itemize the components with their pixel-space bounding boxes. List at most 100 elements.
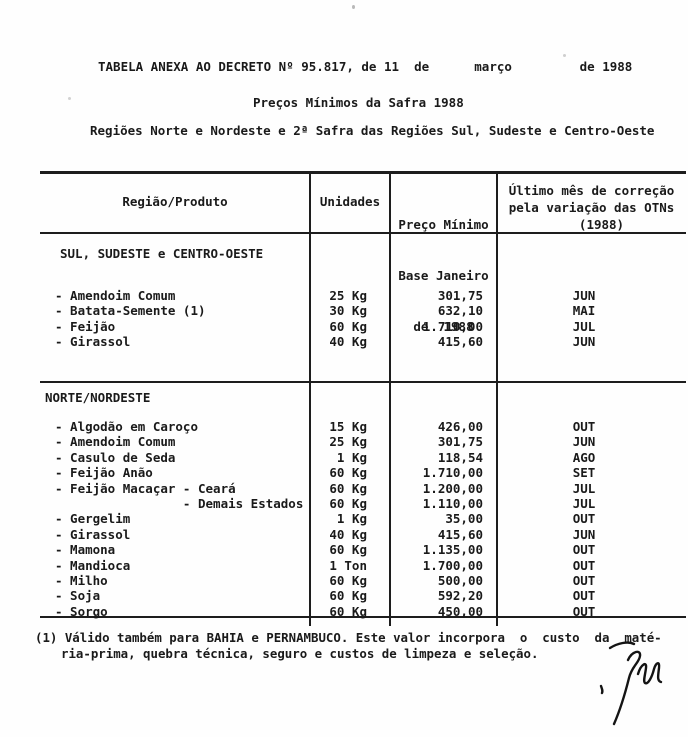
price-cell: 415,60: [437, 526, 483, 542]
product-cell: - Casulo de Seda: [55, 449, 176, 465]
product-cell: - Girassol: [55, 526, 131, 542]
handwritten-signature: [599, 641, 663, 726]
price-cell: 118,54: [437, 449, 483, 465]
product-cell: - Feijão Anão: [55, 465, 153, 481]
table-row: - Girassol 40 Kg 415,60 JUN: [40, 527, 686, 542]
price-cell: 1.110,00: [422, 495, 483, 511]
month-cell: JUN: [572, 288, 596, 303]
unit-cell: 60 Kg: [329, 465, 367, 481]
table-row: - Amendoim Comum 25 Kg 301,75 JUN: [40, 434, 686, 449]
price-cell: 1.710,00: [422, 318, 483, 334]
table-row: - Casulo de Seda 1 Kg 118,54 AGO: [40, 450, 686, 465]
unit-cell: 25 Kg: [329, 434, 367, 450]
table-row: - Mandioca 1 Ton 1.700,00 OUT: [40, 558, 686, 573]
price-cell: 1.135,00: [422, 542, 483, 558]
price-cell: 426,00: [437, 419, 483, 434]
price-cell: 592,20: [437, 588, 483, 604]
price-cell: 301,75: [437, 288, 483, 303]
unit-cell: 60 Kg: [329, 480, 367, 496]
price-cell: 450,00: [437, 603, 483, 619]
col-header-unidades: Unidades: [319, 194, 381, 209]
header-line: (1988): [578, 217, 625, 232]
col-header-regiao-produto: Região/Produto: [122, 194, 228, 209]
scan-speck: [352, 5, 355, 9]
section-rows: - Amendoim Comum 25 Kg 301,75 JUN - Bata…: [40, 288, 686, 350]
price-cell: 35,00: [445, 511, 483, 527]
doc-region-line: Regiões Norte e Nordeste e 2ª Safra das …: [90, 123, 655, 138]
product-cell: - Soja: [55, 588, 101, 604]
product-cell: - Algodão em Caroço: [55, 419, 198, 434]
table-row: - Mamona 60 Kg 1.135,00 OUT: [40, 542, 686, 557]
table-row: - Milho 60 Kg 500,00 OUT: [40, 573, 686, 588]
section-title: SUL, SUDESTE e CENTRO-OESTE: [60, 246, 264, 261]
product-cell: - Feijão Macaçar - Ceará: [55, 480, 236, 496]
section-title: NORTE/NORDESTE: [45, 390, 151, 405]
table-row: - Soja 60 Kg 592,20 OUT: [40, 588, 686, 603]
table-row: - Feijão Macaçar - Ceará 60 Kg 1.200,00 …: [40, 481, 686, 496]
unit-cell: 1 Ton: [329, 557, 367, 573]
product-cell: - Amendoim Comum: [55, 434, 176, 450]
doc-title: TABELA ANEXA AO DECRETO Nº 95.817, de 11…: [98, 59, 633, 74]
product-cell: - Batata-Semente (1): [55, 303, 206, 319]
month-cell: JUN: [572, 334, 596, 350]
product-cell: - Demais Estados: [55, 495, 304, 511]
unit-cell: 15 Kg: [329, 419, 367, 434]
month-cell: OUT: [572, 572, 596, 588]
unit-cell: 60 Kg: [329, 542, 367, 558]
month-cell: JUN: [572, 526, 596, 542]
price-cell: 1.710,00: [422, 465, 483, 481]
col-header-ultimo-mes: Último mês de correção pela variação das…: [497, 174, 686, 232]
section-rows: - Algodão em Caroço 15 Kg 426,00 OUT - A…: [40, 419, 686, 619]
product-cell: - Mandioca: [55, 557, 131, 573]
footnote-line: ria-prima, quebra técnica, seguro e cust…: [61, 645, 539, 661]
month-cell: OUT: [572, 557, 596, 573]
header-line: Base Janeiro: [398, 268, 489, 283]
product-cell: - Amendoim Comum: [55, 288, 176, 303]
product-cell: - Milho: [55, 572, 108, 588]
table-header: Região/Produto Unidades Preço Mínimo Bas…: [40, 174, 686, 334]
table-row: - Sorgo 60 Kg 450,00 OUT: [40, 604, 686, 619]
price-table: Região/Produto Unidades Preço Mínimo Bas…: [40, 171, 686, 626]
price-cell: 415,60: [437, 334, 483, 350]
price-cell: 1.700,00: [422, 557, 483, 573]
col-header-preco-minimo: Preço Mínimo Base Janeiro de 1988: [390, 174, 497, 334]
unit-cell: 60 Kg: [329, 495, 367, 511]
month-cell: OUT: [572, 603, 596, 619]
column-divider: [309, 174, 311, 626]
month-cell: MAI: [572, 303, 596, 319]
product-cell: - Sorgo: [55, 603, 108, 619]
table-row: - Amendoim Comum 25 Kg 301,75 JUN: [40, 288, 686, 303]
month-cell: SET: [572, 465, 596, 481]
footnote-line: (1) Válido também para BAHIA e PERNAMBUC…: [35, 630, 662, 645]
price-cell: 1.200,00: [422, 480, 483, 496]
doc-subtitle: Preços Mínimos da Safra 1988: [253, 95, 464, 110]
table-row: - Gergelim 1 Kg 35,00 OUT: [40, 511, 686, 526]
price-cell: 301,75: [437, 434, 483, 450]
unit-cell: 60 Kg: [329, 603, 367, 619]
month-cell: AGO: [572, 449, 596, 465]
month-cell: JUN: [572, 434, 596, 450]
header-line: Preço Mínimo: [398, 217, 489, 232]
unit-cell: 1 Kg: [336, 449, 367, 465]
table-row: - Feijão 60 Kg 1.710,00 JUL: [40, 319, 686, 334]
unit-cell: 1 Kg: [336, 511, 367, 527]
column-divider: [496, 174, 498, 626]
header-line: Último mês de correção: [508, 183, 675, 198]
month-cell: OUT: [572, 588, 596, 604]
unit-cell: 25 Kg: [329, 288, 367, 303]
table-row: - Girassol 40 Kg 415,60 JUN: [40, 334, 686, 349]
table-row: - Algodão em Caroço 15 Kg 426,00 OUT: [40, 419, 686, 434]
month-cell: JUL: [572, 495, 596, 511]
month-cell: OUT: [572, 419, 596, 434]
table-row: - Batata-Semente (1) 30 Kg 632,10 MAI: [40, 303, 686, 318]
unit-cell: 60 Kg: [329, 572, 367, 588]
column-divider: [389, 174, 391, 626]
scan-speck: [68, 97, 71, 100]
product-cell: - Girassol: [55, 334, 131, 350]
table-row: - Feijão Anão 60 Kg 1.710,00 SET: [40, 465, 686, 480]
unit-cell: 30 Kg: [329, 303, 367, 319]
section-norte-nordeste: NORTE/NORDESTE - Algodão em Caroço 15 Kg…: [40, 391, 686, 637]
footnote: (1) Válido também para BAHIA e PERNAMBUC…: [35, 630, 662, 661]
month-cell: OUT: [572, 542, 596, 558]
